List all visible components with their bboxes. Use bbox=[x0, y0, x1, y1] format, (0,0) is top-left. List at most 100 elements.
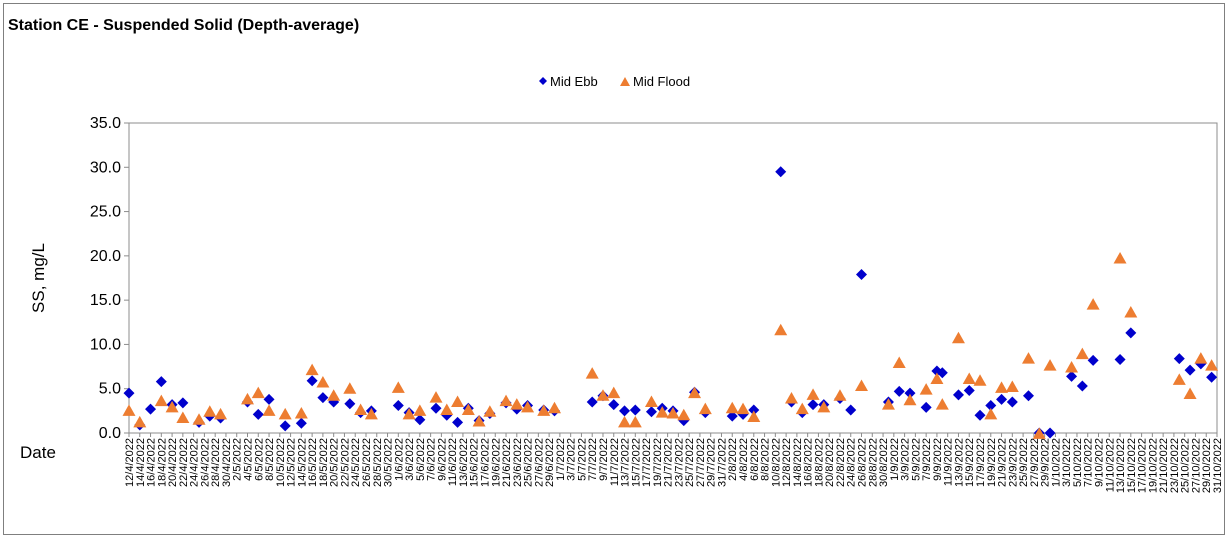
data-point-mid-ebb bbox=[295, 417, 307, 429]
data-point-mid-ebb bbox=[344, 398, 356, 410]
x-tick-label: 5/10/2022 bbox=[1072, 438, 1084, 487]
x-tick-label: 22/8/2022 bbox=[835, 438, 847, 487]
data-point-mid-flood bbox=[240, 392, 254, 405]
data-point-mid-ebb bbox=[1006, 396, 1018, 408]
x-tick-label: 30/5/2022 bbox=[383, 438, 395, 487]
legend: Mid Ebb Mid Flood bbox=[539, 74, 690, 89]
data-point-mid-flood bbox=[677, 408, 691, 421]
data-point-mid-ebb bbox=[430, 402, 442, 414]
data-point-mid-flood bbox=[1172, 373, 1186, 385]
x-tick-label: 25/9/2022 bbox=[1018, 438, 1030, 487]
data-point-mid-ebb bbox=[1066, 370, 1078, 382]
data-point-mid-ebb bbox=[279, 420, 291, 432]
x-axis-label: Date bbox=[20, 443, 56, 462]
x-tick-label: 27/7/2022 bbox=[695, 438, 707, 487]
data-point-mid-flood bbox=[725, 401, 739, 414]
x-tick-label: 19/10/2022 bbox=[1147, 438, 1159, 493]
data-point-mid-flood bbox=[736, 402, 750, 415]
data-point-mid-ebb bbox=[1125, 327, 1137, 339]
data-point-mid-flood bbox=[881, 398, 895, 410]
data-point-mid-flood bbox=[1075, 347, 1089, 360]
data-point-mid-flood bbox=[521, 400, 535, 413]
x-tick-label: 28/5/2022 bbox=[372, 438, 384, 487]
data-point-mid-flood bbox=[644, 395, 658, 407]
y-tick-label: 25.0 bbox=[90, 204, 121, 221]
data-point-mid-ebb bbox=[645, 406, 657, 418]
data-point-mid-ebb bbox=[145, 403, 157, 415]
data-point-mid-flood bbox=[951, 331, 965, 344]
data-point-mid-flood bbox=[919, 383, 933, 395]
data-point-mid-ebb bbox=[392, 400, 404, 412]
data-point-mid-ebb bbox=[807, 399, 819, 411]
data-point-mid-flood bbox=[343, 382, 357, 394]
data-point-mid-flood bbox=[607, 386, 621, 399]
x-tick-label: 28/8/2022 bbox=[867, 438, 879, 487]
x-tick-label: 13/7/2022 bbox=[620, 438, 632, 487]
x-tick-label: 10/8/2022 bbox=[770, 438, 782, 487]
y-tick-label: 10.0 bbox=[90, 336, 121, 353]
x-tick-label: 19/9/2022 bbox=[986, 438, 998, 487]
data-point-mid-flood bbox=[698, 402, 712, 415]
x-tick-label: 21/6/2022 bbox=[501, 438, 513, 487]
data-point-mid-flood bbox=[984, 407, 998, 420]
data-point-mid-flood bbox=[618, 415, 632, 428]
x-tick-label: 29/10/2022 bbox=[1201, 438, 1213, 493]
x-tick-label: 31/7/2022 bbox=[716, 438, 728, 487]
x-tick-label: 3/7/2022 bbox=[566, 438, 578, 481]
x-tick-label: 10/5/2022 bbox=[275, 438, 287, 487]
x-tick-label: 4/8/2022 bbox=[738, 438, 750, 481]
x-tick-label: 16/5/2022 bbox=[307, 438, 319, 487]
data-point-mid-ebb bbox=[936, 367, 948, 379]
data-point-mid-flood bbox=[1021, 352, 1035, 364]
x-tick-label: 1/7/2022 bbox=[555, 438, 567, 481]
data-point-mid-flood bbox=[1205, 359, 1219, 371]
y-tick-label: 35.0 bbox=[90, 115, 121, 132]
data-point-mid-flood bbox=[262, 404, 276, 416]
y-tick-label: 20.0 bbox=[90, 248, 121, 265]
x-tick-label: 5/6/2022 bbox=[415, 438, 427, 481]
data-point-mid-flood bbox=[973, 374, 987, 386]
x-tick-label: 11/9/2022 bbox=[943, 438, 955, 486]
x-tick-label: 4/5/2022 bbox=[242, 438, 254, 481]
data-point-mid-flood bbox=[192, 413, 206, 425]
data-point-mid-flood bbox=[391, 381, 405, 393]
data-point-mid-flood bbox=[537, 404, 551, 416]
data-point-mid-ebb bbox=[586, 396, 598, 408]
data-point-mid-flood bbox=[1113, 252, 1127, 264]
data-point-mid-ebb bbox=[920, 401, 932, 413]
x-tick-label: 13/10/2022 bbox=[1115, 438, 1127, 493]
x-tick-label: 7/6/2022 bbox=[426, 438, 438, 481]
data-point-mid-ebb bbox=[123, 387, 135, 399]
x-tick-label: 12/5/2022 bbox=[286, 438, 298, 487]
data-point-mid-ebb bbox=[1206, 371, 1218, 383]
data-point-mid-flood bbox=[316, 376, 330, 388]
x-tick-label: 16/4/2022 bbox=[146, 438, 158, 487]
data-point-mid-flood bbox=[962, 372, 976, 384]
x-tick-label: 29/9/2022 bbox=[1040, 438, 1052, 487]
x-tick-label: 7/9/2022 bbox=[921, 438, 933, 481]
data-point-mid-flood bbox=[1065, 360, 1079, 373]
data-point-mid-flood bbox=[1032, 427, 1046, 439]
data-point-mid-ebb bbox=[619, 405, 631, 417]
data-point-mid-flood bbox=[1124, 306, 1138, 318]
x-tick-label: 21/9/2022 bbox=[997, 438, 1009, 487]
data-point-mid-flood bbox=[440, 403, 454, 415]
data-point-mid-flood bbox=[327, 389, 341, 401]
data-point-mid-flood bbox=[354, 403, 368, 415]
data-point-mid-flood bbox=[833, 389, 847, 401]
x-tick-label: 22/5/2022 bbox=[339, 438, 351, 487]
y-tick-label: 30.0 bbox=[90, 159, 121, 176]
x-tick-label: 1/10/2022 bbox=[1050, 438, 1062, 487]
x-tick-label: 22/4/2022 bbox=[178, 438, 190, 487]
x-tick-label: 12/4/2022 bbox=[124, 438, 136, 487]
data-point-mid-ebb bbox=[177, 397, 189, 409]
data-point-mid-flood bbox=[1194, 352, 1208, 364]
data-point-mid-ebb bbox=[1076, 380, 1088, 392]
data-point-mid-flood bbox=[995, 381, 1009, 393]
x-tick-label: 1/9/2022 bbox=[889, 438, 901, 481]
x-tick-label: 2/8/2022 bbox=[727, 438, 739, 481]
x-tick-label: 19/7/2022 bbox=[652, 438, 664, 487]
x-tick-label: 15/7/2022 bbox=[630, 438, 642, 487]
x-tick-label: 29/7/2022 bbox=[706, 438, 718, 487]
